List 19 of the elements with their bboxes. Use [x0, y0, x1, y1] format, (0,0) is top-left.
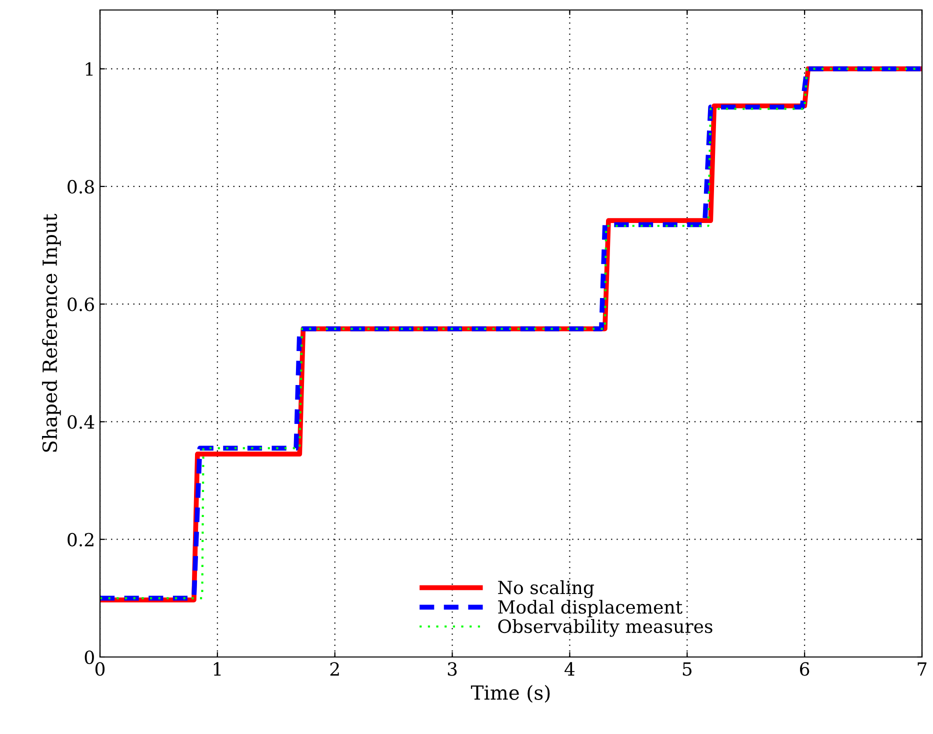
x-tick-label: 3 — [448, 662, 457, 676]
x-tick-label: 0 — [95, 662, 105, 676]
legend-label: No scaling — [498, 580, 594, 598]
x-tick-label: 5 — [682, 662, 692, 676]
y-tick-label: 0.4 — [68, 415, 94, 429]
x-tick-label: 1 — [214, 662, 221, 676]
y-axis-title: Shaped Reference Input — [42, 214, 61, 452]
y-tick-label: 0.6 — [68, 298, 94, 312]
y-tick-label: 0.2 — [68, 532, 94, 546]
x-tick-label: 6 — [800, 662, 810, 676]
y-tick-label: 1 — [86, 62, 93, 76]
x-tick-label: 4 — [564, 662, 575, 676]
x-tick-label: 2 — [330, 662, 339, 676]
x-axis-title: Time (s) — [470, 684, 550, 703]
y-tick-label: 0.8 — [68, 180, 94, 194]
legend-label: Modal displacement — [498, 600, 682, 618]
legend-label: Observability measures — [498, 619, 712, 637]
y-tick-label: 0 — [84, 650, 94, 664]
x-tick-label: 7 — [918, 662, 926, 676]
